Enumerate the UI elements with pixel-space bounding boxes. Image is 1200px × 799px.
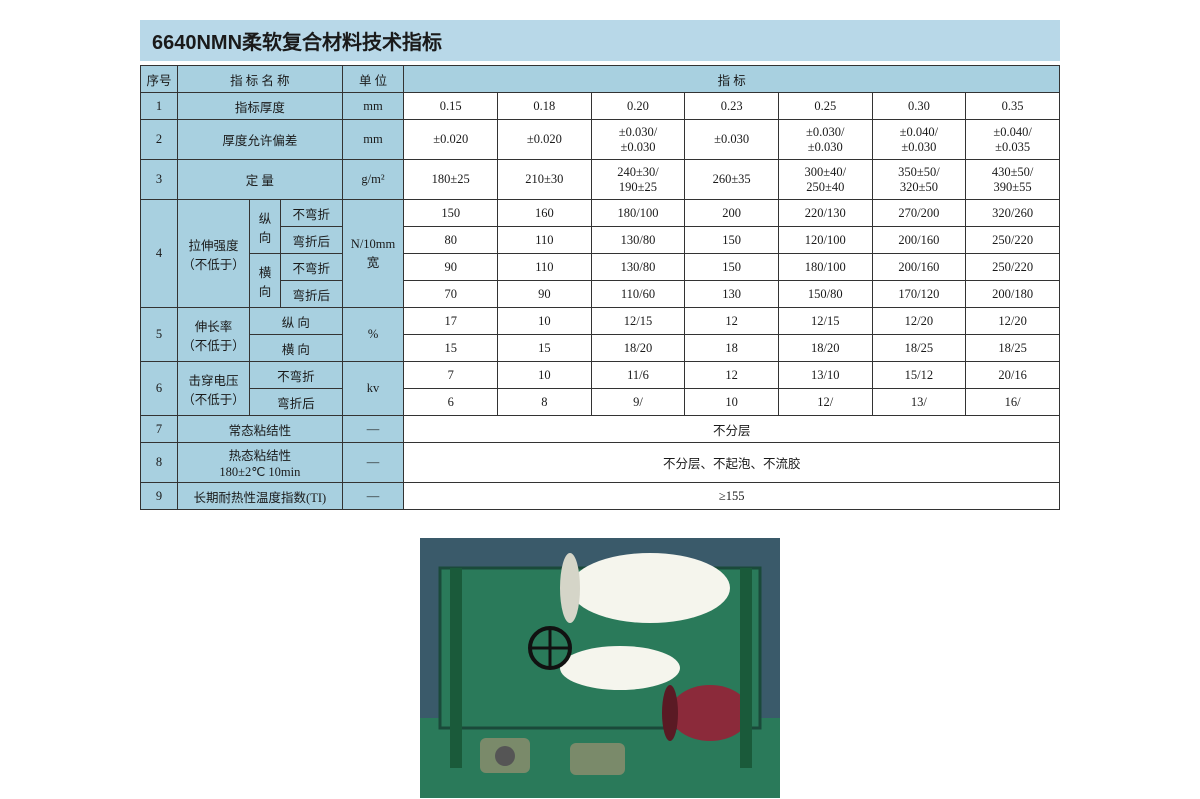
machine-illustration-icon: [420, 538, 780, 798]
header-name: 指 标 名 称: [178, 66, 343, 93]
table-row: 2 厚度允许偏差 mm ±0.020 ±0.020 ±0.030/ ±0.030…: [141, 120, 1060, 160]
spec-table: 序号 指 标 名 称 单 位 指 标 1 指标厚度 mm 0.15 0.18 0…: [140, 65, 1060, 510]
table-row: 5 伸长率 （不低于） 纵 向 % 17 10 12/15 12 12/15 1…: [141, 308, 1060, 335]
table-row: 6 击穿电压 （不低于） 不弯折 kv 7 10 11/6 12 13/10 1…: [141, 362, 1060, 389]
table-row: 4 拉伸强度 （不低于） 纵 向 不弯折 N/10mm 宽 150 160 18…: [141, 200, 1060, 227]
table-row: 8 热态粘结性 180±2℃ 10min — 不分层、不起泡、不流胶: [141, 443, 1060, 483]
table-row: 横 向 15 15 18/20 18 18/20 18/25 18/25: [141, 335, 1060, 362]
header-spec: 指 标: [404, 66, 1060, 93]
table-row: 横 向 不弯折 90 110 130/80 150 180/100 200/16…: [141, 254, 1060, 281]
header-unit: 单 位: [342, 66, 404, 93]
machine-photo: [420, 538, 780, 798]
table-row: 3 定 量 g/m² 180±25 210±30 240±30/ 190±25 …: [141, 160, 1060, 200]
header-seq: 序号: [141, 66, 178, 93]
table-row: 9 长期耐热性温度指数(TI) — ≥155: [141, 483, 1060, 510]
page-title: 6640NMN柔软复合材料技术指标: [140, 20, 1060, 61]
table-row: 1 指标厚度 mm 0.15 0.18 0.20 0.23 0.25 0.30 …: [141, 93, 1060, 120]
table-row: 7 常态粘结性 — 不分层: [141, 416, 1060, 443]
table-row: 弯折后 6 8 9/ 10 12/ 13/ 16/: [141, 389, 1060, 416]
